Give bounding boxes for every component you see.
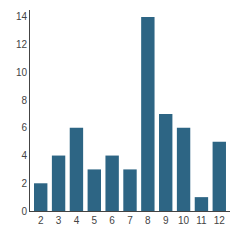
svg-text:6: 6 xyxy=(109,215,115,226)
svg-text:8: 8 xyxy=(145,215,151,226)
svg-text:8: 8 xyxy=(21,95,27,106)
svg-text:3: 3 xyxy=(56,215,62,226)
svg-text:0: 0 xyxy=(21,206,27,217)
svg-text:10: 10 xyxy=(16,67,28,78)
svg-text:14: 14 xyxy=(16,11,28,22)
svg-text:11: 11 xyxy=(196,215,207,226)
svg-text:4: 4 xyxy=(74,215,80,226)
svg-text:2: 2 xyxy=(38,215,44,226)
svg-text:4: 4 xyxy=(21,150,27,161)
svg-text:10: 10 xyxy=(178,215,190,226)
svg-text:2: 2 xyxy=(21,178,27,189)
svg-text:9: 9 xyxy=(163,215,169,226)
svg-text:5: 5 xyxy=(92,215,98,226)
svg-text:12: 12 xyxy=(214,215,226,226)
svg-text:6: 6 xyxy=(21,122,27,133)
svg-text:7: 7 xyxy=(127,215,133,226)
svg-text:12: 12 xyxy=(16,39,28,50)
